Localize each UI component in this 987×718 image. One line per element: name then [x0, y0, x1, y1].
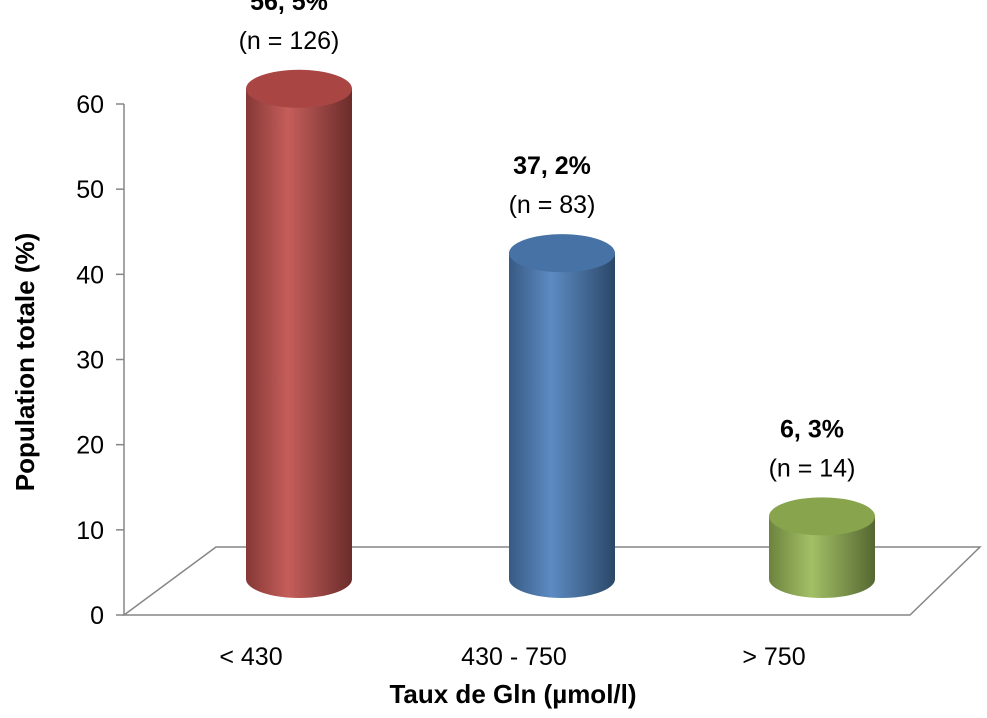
- data-label-count: (n = 14): [769, 454, 856, 482]
- y-axis: 0 10 20 30 40 50 60: [76, 91, 125, 630]
- bar-body: [509, 253, 615, 598]
- x-tick-label: < 430: [219, 643, 282, 671]
- data-label-percent: 56, 5%: [250, 0, 328, 16]
- y-tick-label: 10: [76, 517, 104, 545]
- bar: [246, 69, 352, 598]
- y-tick-label: 60: [76, 91, 104, 119]
- bar-top: [246, 69, 352, 108]
- x-axis-tick-labels: < 430 430 - 750 > 750: [219, 643, 805, 671]
- y-tick-label: 0: [90, 602, 104, 630]
- data-label-percent: 6, 3%: [780, 415, 844, 443]
- bar-body: [246, 88, 352, 598]
- x-axis-title: Taux de Gln (µmol/l): [389, 679, 636, 709]
- data-label-percent: 37, 2%: [513, 152, 591, 180]
- data-labels: 56, 5% (n = 126) 37, 2% (n = 83) 6, 3% (n = 1…: [239, 0, 856, 482]
- y-axis-title: Population totale (%): [10, 233, 40, 492]
- y-tick-label: 40: [76, 261, 104, 289]
- data-label-count: (n = 83): [509, 191, 596, 219]
- bar-top: [509, 234, 615, 273]
- y-tick-label: 50: [76, 176, 104, 204]
- x-tick-label: 430 - 750: [461, 643, 567, 671]
- bar-body: [769, 516, 875, 598]
- bar: [769, 497, 875, 598]
- y-tick-label: 20: [76, 432, 104, 460]
- bar: [509, 234, 615, 598]
- bars: [246, 69, 875, 598]
- bar-top: [769, 497, 875, 536]
- x-tick-label: > 750: [742, 643, 805, 671]
- y-tick-label: 30: [76, 347, 104, 375]
- data-label-count: (n = 126): [239, 27, 340, 55]
